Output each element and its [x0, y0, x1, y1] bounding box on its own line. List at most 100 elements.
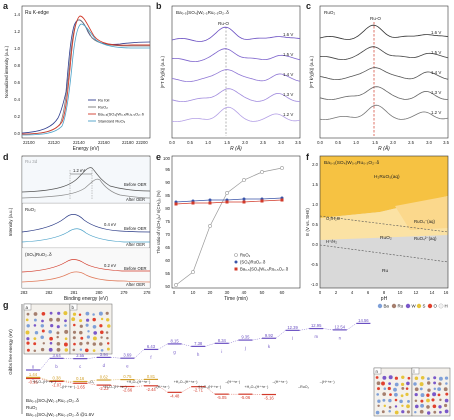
- slab-atom: [56, 317, 61, 322]
- point-ruo2: [225, 191, 229, 195]
- panel-a-curves: [21, 15, 151, 136]
- slab-atom: [414, 387, 419, 392]
- slab-atom: [433, 410, 437, 414]
- slab-atom: [394, 382, 399, 387]
- panel-a-letter: a: [3, 1, 9, 11]
- energy-connector: [134, 349, 145, 359]
- panel-e-series-so4: [174, 196, 284, 204]
- slab-atom: [387, 386, 391, 391]
- voltage-label: 1.4 V: [283, 72, 293, 77]
- energy-value: 0.38: [53, 375, 62, 380]
- energy-connector: [39, 377, 50, 381]
- legend-ruo2: RuO₂: [98, 105, 108, 110]
- slab-atom: [420, 399, 424, 403]
- energy-connector: [157, 343, 168, 350]
- slab-atom: [100, 336, 103, 339]
- slab-atom: [92, 342, 97, 346]
- energy-value: -2.44: [146, 387, 156, 392]
- slab-atom: [33, 312, 38, 316]
- slab-atom: [64, 329, 69, 334]
- slab-atoms: [25, 311, 449, 415]
- slab-inset-left: a b: [23, 303, 113, 355]
- energy-value: 3.55: [76, 353, 85, 358]
- panel-f-ytick: 2.0: [312, 162, 318, 167]
- panel-b-xticks: 0.0 0.5 1.0 1.5 2.0 2.5 3.0 3.5: [169, 140, 301, 145]
- curve-ruo2: [21, 19, 150, 135]
- legend-w-atom: [405, 303, 411, 309]
- slab-atom: [86, 341, 90, 345]
- energy-value: 0: [32, 365, 35, 370]
- line-o2-h2o: O₂/H₂O: [326, 216, 341, 221]
- slab-atom: [388, 409, 391, 413]
- slab-atom: [63, 342, 68, 347]
- legend-ru-foil: Ru foil: [98, 98, 109, 103]
- slab-atom: [376, 393, 380, 396]
- panel-a-ytick: 1.0: [14, 46, 20, 51]
- slab-atom: [105, 311, 109, 315]
- slab-atom: [444, 376, 449, 380]
- step-reaction-label: –(H⁺+e⁻): [273, 380, 288, 384]
- point-ba: [174, 202, 178, 206]
- legend-ru-atom: [391, 303, 397, 309]
- panel-a-ytick: 0.2: [14, 114, 20, 119]
- panel-c-xtick: 1.0: [353, 140, 359, 145]
- panel-d-group-1: 1.2 eV Before OER After OER: [21, 167, 151, 202]
- point-ba: [260, 199, 264, 203]
- slab-atom: [33, 342, 37, 346]
- region-ruo4-2: RuO₄²⁻(aq): [414, 236, 437, 241]
- slab-atom: [42, 342, 45, 345]
- step-letter: i: [221, 349, 222, 354]
- series-purple-name: Ba₀.₅(SO₄)W₀.₅Ru₀.₅O₂₋δ: [26, 398, 79, 403]
- slab-atom: [405, 387, 409, 390]
- before-label: Before OER: [124, 182, 147, 187]
- slab-atom: [433, 381, 437, 385]
- slab-atom: [85, 311, 90, 316]
- panel-f-ytick: 1.5: [312, 182, 318, 187]
- step-reaction-label: –O₂: [88, 380, 95, 384]
- slab-atom: [73, 323, 76, 327]
- before-label: Before OER: [124, 266, 147, 271]
- panel-f-yticks: -1.0 -0.5 0.0 0.5 1.0 1.5 2.0: [311, 162, 319, 287]
- slab-atom: [394, 398, 398, 402]
- slab-atom: [419, 382, 424, 387]
- slab-atom: [48, 330, 52, 334]
- slab-atom: [432, 392, 437, 397]
- slab-atom: [72, 348, 76, 352]
- panel-e-xlabel: Time (min): [224, 296, 248, 302]
- energy-connector: [205, 343, 215, 347]
- panel-b-letter: b: [156, 1, 162, 11]
- slab-atom: [444, 398, 449, 403]
- exafs-curve: [171, 88, 300, 103]
- energy-connector: [275, 330, 286, 339]
- energy-value: 1.44: [29, 372, 38, 377]
- exafs-curve: [319, 24, 449, 40]
- step-reaction-label: +H₂O–(H⁺+e⁻): [245, 385, 269, 389]
- exafs-curve: [319, 104, 449, 121]
- slab-atom: [92, 313, 95, 316]
- slab-atom: [73, 342, 76, 346]
- legend-ruo2: RuO₂: [240, 253, 251, 258]
- panel-a-ytick: 0.0: [14, 131, 20, 136]
- panel-a-ytick: 1.4: [14, 12, 20, 17]
- slab-atom: [41, 329, 45, 333]
- slab-atom: [93, 331, 98, 335]
- panel-c-xtick: 0.0: [317, 140, 323, 145]
- slab-atom: [71, 317, 76, 322]
- energy-value: 0.16: [76, 376, 85, 381]
- slab-atom: [78, 313, 82, 317]
- legend-marker: [234, 267, 238, 271]
- slab-atom: [41, 311, 46, 316]
- voltage-label: 1.5 V: [283, 52, 293, 57]
- panel-e-ylabel: The ratio of n(CH₃)ₖ/ n(CH₃)₀ (%): [156, 190, 161, 254]
- energy-value: -0.16: [28, 380, 38, 385]
- energy-value: 8.15: [171, 338, 180, 343]
- point-ruo2: [208, 224, 212, 228]
- slab-label-b: b: [72, 305, 75, 310]
- energy-connector: [87, 357, 97, 359]
- legend-h-atom: [438, 303, 444, 309]
- energy-value: 0.81: [147, 374, 156, 379]
- slab-atom: [48, 347, 53, 352]
- slab-atom: [92, 324, 97, 329]
- slab-atom: [388, 398, 392, 403]
- slab-tag-box: [373, 367, 382, 375]
